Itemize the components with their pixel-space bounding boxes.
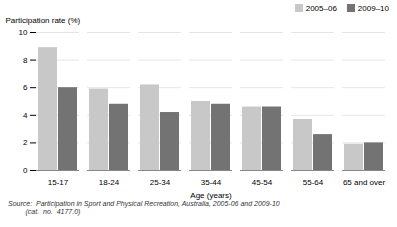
svg-text:18-24: 18-24 (99, 178, 120, 187)
svg-text:2: 2 (23, 138, 28, 147)
html-text:(cat. no. 4177.0): (cat. no. 4177.0) (8, 208, 81, 215)
html-text:2009–10: 2009–10 (357, 3, 389, 13)
svg-text:45-54: 45-54 (252, 178, 273, 187)
svg-text:Age (years): Age (years) (190, 191, 232, 200)
html-text:2005–06: 2005–06 (305, 3, 337, 13)
svg-text:0: 0 (23, 166, 28, 175)
svg-text:15-17: 15-17 (48, 178, 69, 187)
svg-text:6: 6 (23, 83, 28, 92)
html-text:Source: Participation in Sport: Source: Participation in Sport and Physi… (8, 200, 280, 207)
svg-text:35-44: 35-44 (201, 178, 222, 187)
svg-text:Participation rate (%): Participation rate (%) (6, 16, 81, 25)
svg-text:8: 8 (23, 56, 28, 65)
svg-text:25-34: 25-34 (150, 178, 171, 187)
svg-text:4: 4 (23, 111, 28, 120)
svg-text:55-64: 55-64 (303, 178, 324, 187)
svg-text:10: 10 (19, 28, 28, 37)
svg-text:65 and over: 65 and over (343, 178, 386, 187)
